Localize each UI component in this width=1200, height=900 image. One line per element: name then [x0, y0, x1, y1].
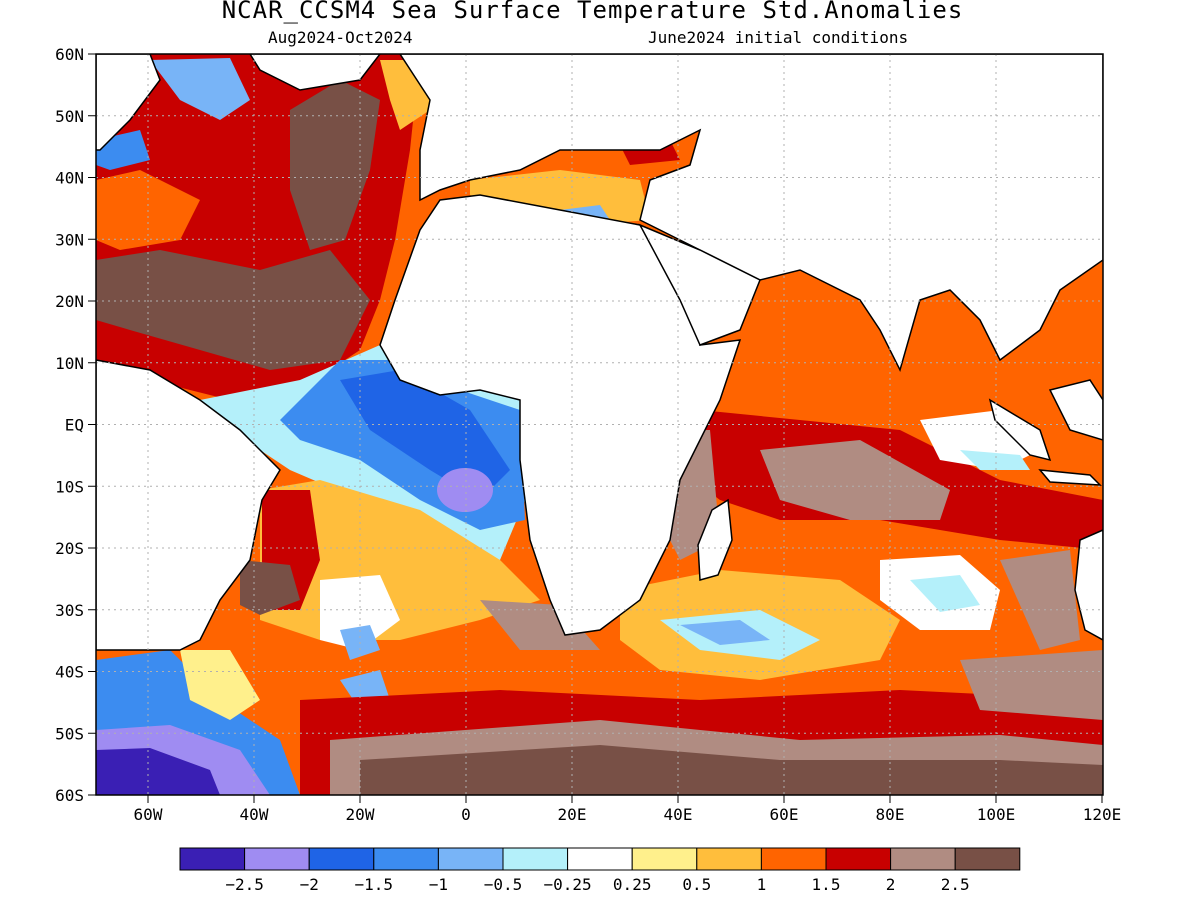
lat-label-60s: 60S	[55, 786, 84, 805]
lon-label-20e: 20E	[558, 805, 587, 824]
brazil-brown	[240, 560, 300, 615]
n-atlantic-brown-band	[96, 250, 370, 370]
n-atlantic-brown-north	[290, 80, 380, 250]
lon-label-60e: 60E	[770, 805, 799, 824]
colorbar-swatch	[825, 847, 892, 871]
colorbar-label: −1	[429, 875, 448, 894]
lat-label-60n: 60N	[55, 45, 84, 64]
lon-label-40w: 40W	[240, 805, 269, 824]
colorbar-swatches	[179, 847, 1021, 871]
mediterranean-orange	[470, 170, 650, 225]
colorbar-swatch	[179, 847, 246, 871]
gulf-guinea-mid-blue	[340, 370, 510, 500]
lat-label-20n: 20N	[55, 292, 84, 311]
colorbar-swatch	[373, 847, 439, 871]
s-indian-white-cyan	[910, 575, 980, 612]
colorbar-swatch	[954, 847, 1021, 871]
eurasia-land	[399, 54, 1103, 373]
madagascar-land	[697, 498, 733, 581]
lon-label-20w: 20W	[346, 805, 375, 824]
colorbar-swatch	[244, 847, 310, 871]
north-america-land	[96, 54, 161, 151]
colorbar-swatch	[696, 847, 762, 871]
lat-label-50n: 50N	[55, 107, 84, 126]
south-america-land	[96, 359, 281, 651]
colorbar-swatch	[437, 847, 504, 871]
arabian-sea-orange	[720, 300, 900, 400]
colorbar-label: 2	[886, 875, 896, 894]
lat-label-40s: 40S	[55, 663, 84, 682]
lat-label-30n: 30N	[55, 230, 84, 249]
angola-lavender	[437, 468, 493, 512]
java-cyan	[960, 450, 1030, 470]
sw-atlantic-yellow	[180, 650, 260, 720]
lat-label-10s: 10S	[55, 477, 84, 496]
lat-label-eq: EQ	[65, 416, 84, 435]
lon-label-100e: 100E	[977, 805, 1016, 824]
australia-west-brown	[1000, 550, 1080, 650]
java-land	[1038, 469, 1102, 486]
colorbar-label: 0.5	[682, 875, 711, 894]
lat-axis: 60N 50N 40N 30N 20N 10N EQ 10S 20S 30S 4…	[55, 45, 96, 805]
lat-label-40n: 40N	[55, 169, 84, 188]
colorbar-labels: −2.5 −2 −1.5 −1 −0.5 −0.25 0.25 0.5 1 1.5 2 2.5	[225, 875, 969, 894]
anomaly-field	[96, 54, 1103, 795]
labrador-blue	[150, 58, 250, 120]
cape-light-brown	[480, 600, 600, 650]
lon-label-80e: 80E	[876, 805, 905, 824]
sumatra-land	[988, 398, 1052, 462]
borneo-land	[1048, 379, 1103, 441]
australia-land	[1074, 529, 1103, 641]
colorbar-label: 1.5	[812, 875, 841, 894]
colorbar-label: 1	[757, 875, 767, 894]
colorbar-swatch	[631, 847, 698, 871]
tropical-indian-light-brown	[760, 440, 950, 520]
colorbar-label: −2	[300, 875, 319, 894]
lon-label-60w: 60W	[134, 805, 163, 824]
lat-label-20s: 20S	[55, 539, 84, 558]
colorbar-swatch	[502, 847, 569, 871]
lat-label-10n: 10N	[55, 354, 84, 373]
lat-label-30s: 30S	[55, 601, 84, 620]
colorbar-swatch	[760, 847, 827, 871]
colorbar-label: −1.5	[355, 875, 394, 894]
colorbar-swatch	[890, 847, 956, 871]
africa-land	[379, 194, 742, 636]
colorbar-label: 0.25	[613, 875, 652, 894]
colorbar-label: −0.5	[484, 875, 523, 894]
forecast-period: Aug2024-Oct2024	[268, 28, 413, 47]
colorbar-label: 2.5	[941, 875, 970, 894]
sw-atlantic-indigo	[96, 748, 220, 795]
greenland-land	[249, 54, 381, 91]
lon-label-0: 0	[461, 805, 471, 824]
lon-axis: 60W 40W 20W 0 20E 40E 60E 80E 100E 120E	[134, 795, 1122, 824]
colorbar-label: −2.5	[225, 875, 264, 894]
initial-conditions: June2024 initial conditions	[648, 28, 909, 47]
s-indian-blue	[680, 620, 770, 645]
lon-label-120e: 120E	[1083, 805, 1122, 824]
s-indian-east-brown	[960, 650, 1103, 720]
colorbar: −2.5 −2 −1.5 −1 −0.5 −0.25 0.25 0.5 1 1.5 2 2.5	[179, 847, 1021, 894]
colorbar-swatch	[308, 847, 375, 871]
colorbar-label: −0.25	[544, 875, 592, 894]
lat-label-50s: 50S	[55, 724, 84, 743]
colorbar-swatch	[567, 847, 633, 871]
southern-ocean-brown	[360, 745, 1103, 795]
map-title: NCAR_CCSM4 Sea Surface Temperature Std.A…	[221, 0, 964, 24]
lon-label-40e: 40E	[664, 805, 693, 824]
bay-bengal-orange	[900, 290, 1000, 400]
arabia-land	[638, 223, 761, 346]
